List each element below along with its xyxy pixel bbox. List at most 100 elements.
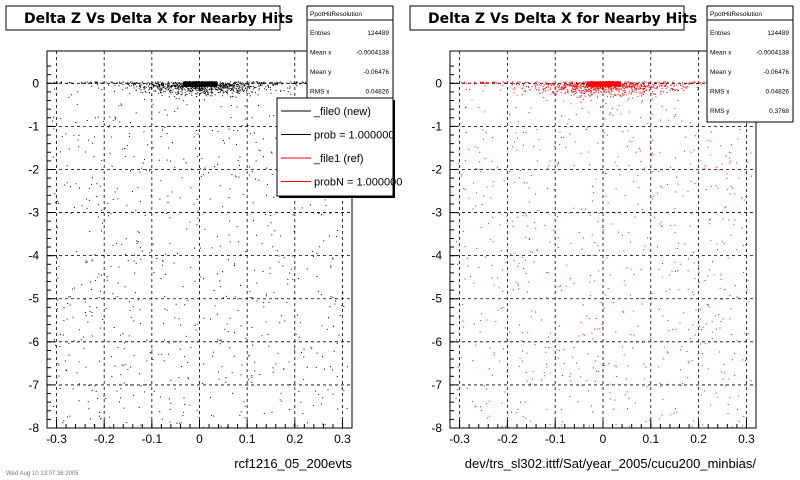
scatter-point <box>562 81 564 83</box>
scatter-point <box>574 82 576 84</box>
scatter-point <box>692 293 694 295</box>
scatter-point <box>633 274 635 275</box>
footer-timestamp: Wed Aug 10 13:07:36 2005 <box>6 471 79 477</box>
scatter-point <box>751 175 752 177</box>
scatter-point <box>631 86 633 88</box>
scatter-point <box>201 88 203 90</box>
scatter-point <box>238 84 240 86</box>
scatter-point <box>596 328 598 330</box>
scatter-point <box>213 85 216 87</box>
scatter-point <box>105 81 107 83</box>
scatter-point <box>475 168 477 169</box>
scatter-point <box>589 214 591 216</box>
scatter-point <box>675 191 677 193</box>
scatter-point <box>534 82 536 84</box>
scatter-point <box>583 86 585 88</box>
scatter-point <box>232 85 234 87</box>
scatter-point <box>514 141 515 143</box>
scatter-point <box>681 82 683 84</box>
scatter-point <box>66 165 68 167</box>
scatter-point <box>572 356 574 358</box>
scatter-point <box>482 90 484 92</box>
scatter-point <box>97 216 99 218</box>
scatter-point <box>517 82 519 84</box>
scatter-point <box>266 167 268 169</box>
scatter-point <box>146 83 148 84</box>
scatter-point <box>590 90 592 91</box>
scatter-point <box>277 82 279 83</box>
scatter-point <box>509 114 511 116</box>
scatter-point <box>213 86 215 88</box>
scatter-point <box>609 392 611 394</box>
scatter-point <box>599 327 601 329</box>
scatter-point <box>196 130 197 131</box>
scatter-point <box>602 324 604 326</box>
scatter-point <box>512 289 514 291</box>
scatter-point <box>137 187 139 189</box>
scatter-point <box>658 171 660 172</box>
scatter-point <box>617 81 619 83</box>
scatter-point <box>163 87 165 88</box>
scatter-point <box>140 258 142 260</box>
scatter-point <box>119 401 120 403</box>
scatter-point <box>142 250 144 252</box>
scatter-point <box>205 86 207 88</box>
scatter-point <box>591 200 593 202</box>
scatter-point <box>614 86 616 88</box>
scatter-point <box>230 84 232 86</box>
scatter-point <box>332 257 334 259</box>
scatter-point <box>101 209 103 211</box>
scatter-point <box>547 89 549 91</box>
scatter-point <box>661 225 662 227</box>
scatter-point <box>547 271 549 273</box>
scatter-point <box>564 86 566 88</box>
scatter-point <box>219 91 221 93</box>
scatter-point <box>528 85 530 87</box>
scatter-point <box>528 238 530 240</box>
scatter-point <box>646 86 648 88</box>
scatter-point <box>176 422 178 424</box>
scatter-point <box>94 81 96 83</box>
scatter-point <box>628 426 630 428</box>
scatter-point <box>644 86 646 88</box>
scatter-point <box>166 87 168 89</box>
scatter-point <box>496 166 498 168</box>
scatter-point <box>730 152 732 154</box>
scatter-point <box>639 147 641 149</box>
scatter-point <box>556 85 558 87</box>
scatter-point <box>255 141 257 143</box>
scatter-point <box>580 95 582 97</box>
scatter-point <box>651 154 652 156</box>
scatter-point <box>167 353 169 355</box>
scatter-point <box>666 92 668 93</box>
scatter-point <box>230 117 232 119</box>
scatter-point <box>563 82 565 84</box>
scatter-point <box>204 82 206 85</box>
scatter-point <box>58 203 59 205</box>
scatter-point <box>198 83 200 86</box>
scatter-point <box>224 84 226 86</box>
scatter-point <box>576 362 577 364</box>
scatter-point <box>257 81 259 83</box>
scatter-point <box>597 371 599 373</box>
scatter-point <box>605 195 607 197</box>
scatter-point <box>626 391 628 393</box>
scatter-point <box>661 85 663 87</box>
scatter-point <box>588 318 590 319</box>
scatter-point <box>186 84 189 86</box>
scatter-point <box>246 85 248 87</box>
scatter-point <box>708 304 709 306</box>
scatter-point <box>610 383 612 385</box>
scatter-point <box>492 216 494 218</box>
scatter-point <box>596 83 598 85</box>
scatter-point <box>483 385 485 387</box>
chart-panel-0: -0.3 -0.2 -0.1 0 0.1 0.2 0.30-1-2-3-4-5-6-7-8D… <box>5 5 402 471</box>
scatter-point <box>158 82 160 84</box>
scatter-point <box>641 95 643 97</box>
scatter-point <box>52 120 54 122</box>
scatter-point <box>702 82 704 84</box>
scatter-point <box>585 85 587 87</box>
scatter-point <box>570 373 572 375</box>
scatter-point <box>171 85 173 87</box>
scatter-point <box>573 88 575 90</box>
